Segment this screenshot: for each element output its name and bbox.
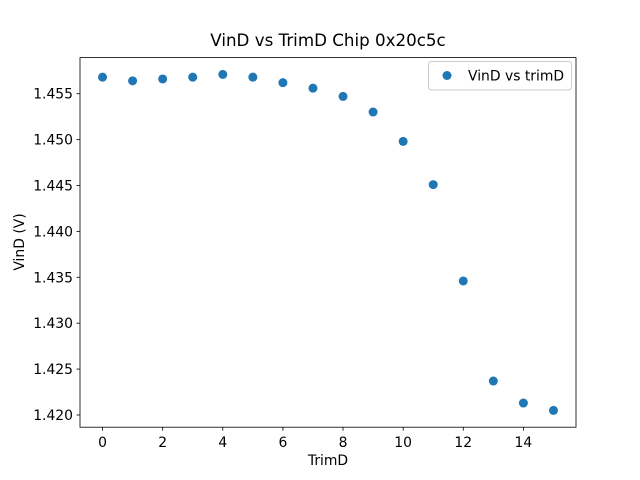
x-tick-label: 0 <box>98 435 107 451</box>
data-point <box>398 136 408 146</box>
y-tick-label: 1.420 <box>33 408 73 424</box>
x-axis-label: TrimD <box>307 453 348 469</box>
data-point <box>458 276 468 286</box>
data-point <box>548 405 558 415</box>
x-tick-label: 6 <box>278 435 287 451</box>
x-tick-label: 8 <box>339 435 348 451</box>
x-tick-label: 10 <box>394 435 412 451</box>
y-tick-label: 1.440 <box>33 224 73 240</box>
data-point <box>158 74 168 84</box>
y-tick-label: 1.455 <box>33 87 73 103</box>
data-point <box>218 69 228 79</box>
legend-box <box>428 61 572 91</box>
data-point <box>128 76 138 86</box>
data-point <box>278 78 288 88</box>
x-tick-label: 14 <box>515 435 533 451</box>
chart-title: VinD vs TrimD Chip 0x20c5c <box>210 30 445 50</box>
data-point <box>428 180 438 190</box>
data-point <box>368 107 378 117</box>
y-tick-label: 1.425 <box>33 362 73 378</box>
x-tick-label: 4 <box>218 435 227 451</box>
legend-label: VinD vs trimD <box>468 69 564 85</box>
data-point <box>308 83 318 93</box>
y-axis-label: VinD (V) <box>12 213 28 270</box>
data-point <box>518 398 528 408</box>
y-tick-label: 1.445 <box>33 178 73 194</box>
data-point <box>248 72 258 82</box>
y-tick-label: 1.450 <box>33 133 73 149</box>
data-point <box>98 72 108 82</box>
data-point <box>338 91 348 101</box>
data-point <box>188 72 198 82</box>
legend-marker-icon <box>442 71 452 80</box>
y-tick-label: 1.430 <box>33 316 73 332</box>
data-point <box>488 376 498 386</box>
plot-spines <box>79 57 577 428</box>
y-tick-label: 1.435 <box>33 270 73 286</box>
x-tick-label: 2 <box>158 435 167 451</box>
x-tick-label: 12 <box>454 435 472 451</box>
